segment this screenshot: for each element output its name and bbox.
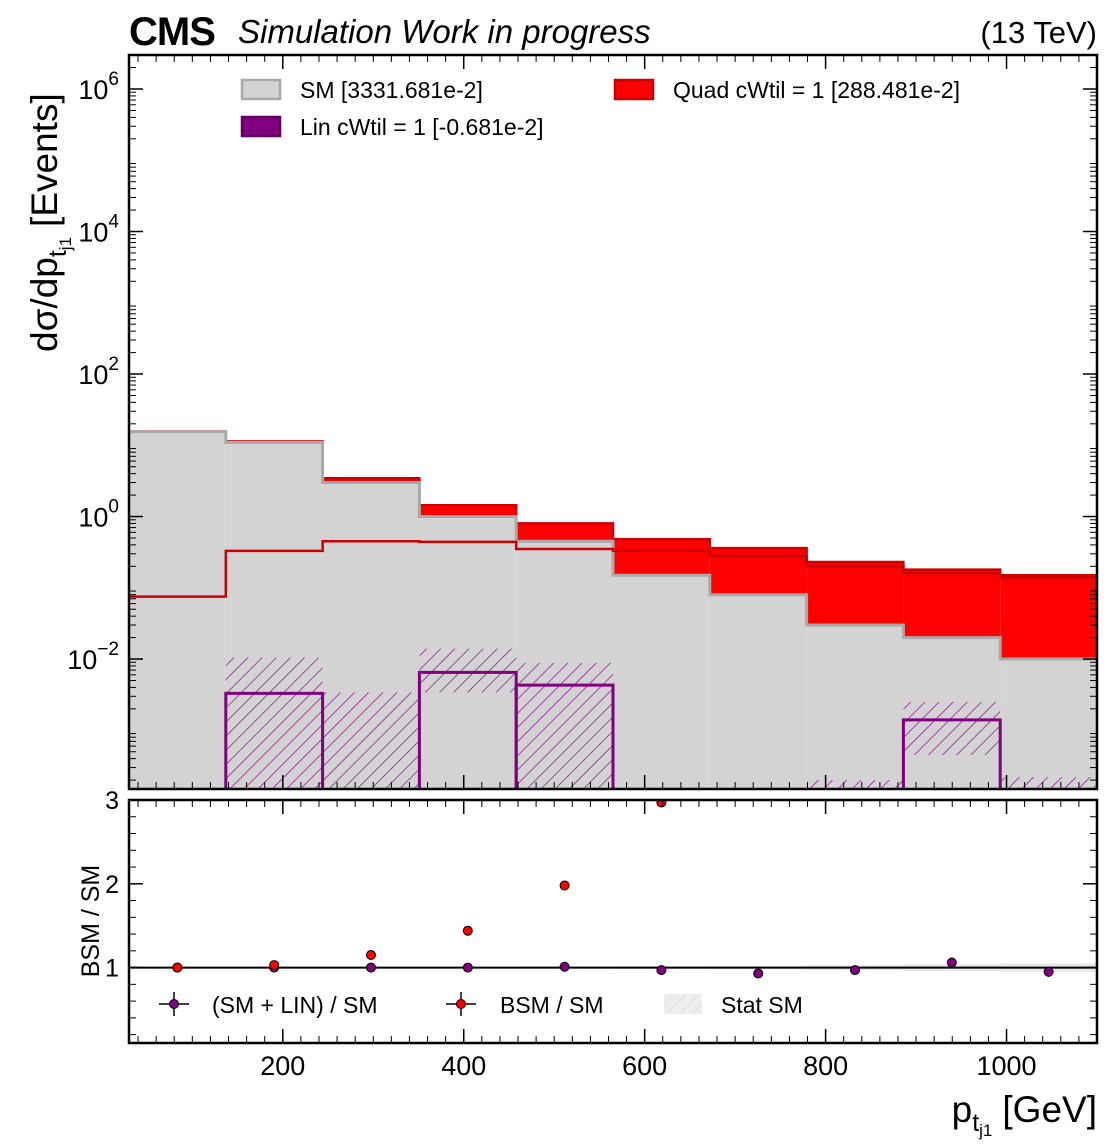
main-frame bbox=[127, 53, 1099, 791]
ratio-plot: 1 2 3 200 400 600 800 1000 (SM + LIN) / SM BSM /… bbox=[77, 787, 1099, 1140]
lin-stat-band bbox=[322, 692, 420, 789]
quad-bar bbox=[322, 478, 420, 483]
bsm-ratio-point bbox=[462, 925, 473, 936]
quad-bar bbox=[903, 569, 1001, 638]
main-y-axis-label: dσ/dptj1 [Events] bbox=[24, 93, 75, 352]
bsm-ratio-point bbox=[269, 960, 280, 971]
legend-label-quad: Quad cWtil = 1 [288.481e-2] bbox=[673, 77, 960, 103]
ratio-legend: (SM + LIN) / SM BSM / SM Stat SM bbox=[159, 992, 803, 1018]
main-y-tick-label: 102 bbox=[78, 354, 119, 390]
energy-label: (13 TeV) bbox=[980, 15, 1097, 50]
cms-label: CMS bbox=[129, 10, 215, 54]
bsm-ratio-point bbox=[559, 880, 570, 891]
lin-stat-band bbox=[419, 648, 517, 693]
main-y-label-unit: [Events] bbox=[24, 93, 65, 227]
main-y-label-subsub: j1 bbox=[56, 237, 75, 251]
main-y-tick-label: 104 bbox=[78, 212, 119, 248]
main-legend: SM [3331.681e-2] Quad cWtil = 1 [288.481e… bbox=[240, 77, 960, 140]
quad-bar bbox=[516, 523, 613, 542]
main-y-tick-label: 106 bbox=[78, 69, 119, 105]
legend-label-lin: Lin cWtil = 1 [-0.681e-2] bbox=[300, 114, 544, 140]
main-y-tick-label: 10−2 bbox=[67, 639, 119, 675]
sm-bar bbox=[1000, 659, 1097, 789]
quad-line bbox=[129, 539, 1097, 598]
x-tick-label: 800 bbox=[803, 1051, 848, 1081]
main-y-label-text: dσ/dp bbox=[24, 257, 65, 352]
legend-label-sm: SM [3331.681e-2] bbox=[300, 77, 483, 103]
bsm-ratio-point bbox=[366, 950, 376, 961]
x-tick-label: 1000 bbox=[976, 1051, 1036, 1081]
sm-bar bbox=[129, 431, 226, 789]
main-y-tick-exp: 2 bbox=[108, 354, 119, 375]
bsm-ratio-point bbox=[656, 800, 667, 808]
main-y-tick-base: 10 bbox=[78, 75, 108, 105]
main-y-tick-base: 10 bbox=[67, 645, 97, 675]
lin-ratio-point bbox=[1043, 966, 1054, 977]
quad-bar bbox=[806, 562, 904, 626]
x-label-unit: [GeV] bbox=[1002, 1089, 1097, 1130]
ratio-y-tick-label: 1 bbox=[105, 955, 119, 983]
lin-ratio-point bbox=[753, 968, 764, 979]
ratio-legend-stat-hatch bbox=[664, 994, 702, 1014]
ratio-y-tick-label: 3 bbox=[105, 787, 119, 815]
ratio-frame bbox=[127, 798, 1099, 1045]
x-label-subsub: j1 bbox=[978, 1121, 992, 1140]
legend-swatch-quad bbox=[613, 78, 655, 101]
quad-bar bbox=[613, 539, 710, 576]
lin-bar bbox=[901, 718, 1002, 789]
lin-ratio-point bbox=[559, 961, 570, 972]
main-y-tick-base: 10 bbox=[78, 503, 108, 533]
status-label: Simulation Work in progress bbox=[238, 13, 651, 50]
main-y-tick-exp: −2 bbox=[97, 639, 119, 660]
sm-bar bbox=[613, 575, 710, 789]
legend-swatch-sm bbox=[240, 78, 282, 101]
quad-bar bbox=[1000, 575, 1097, 660]
lin-bar bbox=[224, 691, 325, 789]
sm-line bbox=[129, 430, 1097, 661]
ratio-legend-lin-marker bbox=[169, 999, 179, 1009]
lin-stat-band bbox=[903, 701, 1001, 756]
x-label-sub: t bbox=[972, 1109, 979, 1137]
lin-bar bbox=[514, 683, 615, 789]
ratio-legend-bsm-label: BSM / SM bbox=[500, 992, 604, 1018]
ratio-legend-bsm-marker bbox=[456, 999, 466, 1009]
main-y-tick-label: 100 bbox=[78, 497, 119, 533]
main-y-tick-exp: 0 bbox=[108, 497, 119, 518]
lin-stat-band bbox=[806, 780, 904, 789]
x-label-text: p bbox=[952, 1089, 973, 1130]
ratio-legend-lin-label: (SM + LIN) / SM bbox=[212, 992, 378, 1018]
legend-swatch-lin bbox=[240, 115, 282, 138]
ratio-y-tick-label: 2 bbox=[105, 871, 119, 899]
x-tick-label: 600 bbox=[622, 1051, 667, 1081]
lin-ratio-point bbox=[366, 962, 376, 973]
x-tick-label: 200 bbox=[260, 1051, 305, 1081]
main-y-tick-exp: 6 bbox=[108, 69, 119, 90]
lin-ratio-point bbox=[462, 962, 473, 973]
bsm-ratio-point bbox=[172, 962, 183, 973]
main-y-tick-base: 10 bbox=[78, 360, 108, 390]
sm-bar bbox=[806, 625, 904, 789]
x-tick-label: 400 bbox=[441, 1051, 486, 1081]
main-y-tick-exp: 4 bbox=[108, 212, 119, 233]
ratio-y-axis-label: BSM / SM bbox=[77, 865, 105, 978]
x-axis-label: ptj1 [GeV] bbox=[952, 1089, 1097, 1140]
quad-bar bbox=[419, 505, 517, 517]
ratio-legend-stat-label: Stat SM bbox=[721, 992, 803, 1018]
lin-stat-band bbox=[225, 657, 323, 789]
main-y-label-sub: t bbox=[44, 250, 72, 257]
lin-ratio-point bbox=[656, 965, 667, 976]
sm-bar bbox=[709, 594, 807, 789]
main-y-tick-base: 10 bbox=[78, 218, 108, 248]
lin-ratio-point bbox=[850, 965, 860, 976]
lin-ratio-point bbox=[946, 957, 957, 968]
lin-stat-band bbox=[1000, 777, 1097, 789]
